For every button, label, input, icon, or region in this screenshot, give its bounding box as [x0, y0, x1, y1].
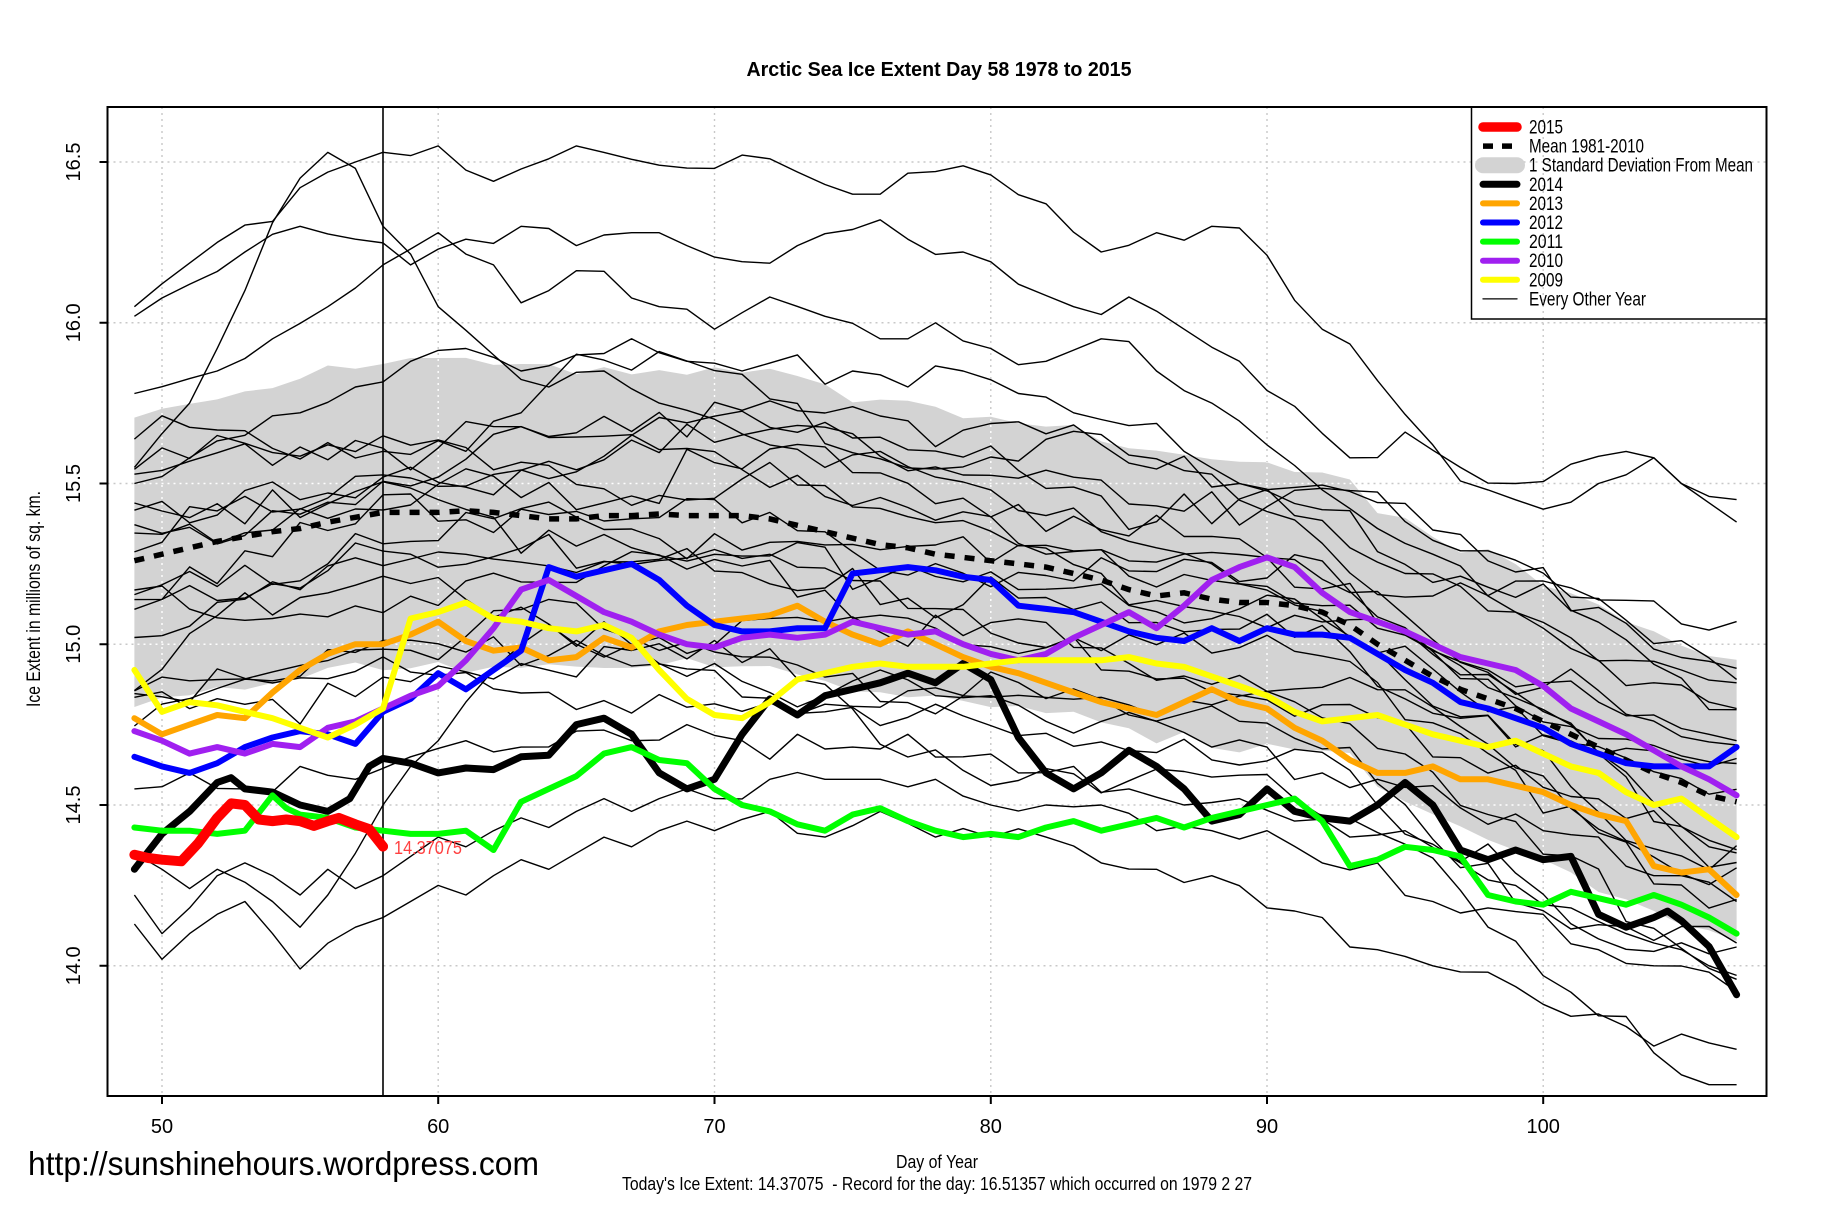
svg-text:100: 100 [1527, 1116, 1560, 1138]
svg-text:2010: 2010 [1529, 251, 1563, 272]
svg-text:Today's Ice Extent: 14.37075: Today's Ice Extent: 14.37075 - Record fo… [622, 1174, 1252, 1194]
svg-text:Arctic Sea Ice Extent Day 58 1: Arctic Sea Ice Extent Day 58 1978 to 201… [747, 59, 1132, 81]
svg-text:2015: 2015 [1529, 118, 1563, 139]
svg-text:90: 90 [1256, 1116, 1278, 1138]
svg-text:15.0: 15.0 [63, 625, 85, 664]
svg-text:70: 70 [703, 1116, 725, 1138]
svg-text:Every Other Year: Every Other Year [1529, 289, 1647, 310]
svg-text:2012: 2012 [1529, 213, 1563, 234]
svg-text:2013: 2013 [1529, 194, 1563, 215]
svg-text:14.0: 14.0 [63, 946, 85, 985]
svg-text:1 Standard Deviation From Mean: 1 Standard Deviation From Mean [1529, 156, 1753, 177]
svg-text:50: 50 [151, 1116, 173, 1138]
svg-text:http://sunshinehours.wordpress: http://sunshinehours.wordpress.com [28, 1145, 539, 1182]
svg-text:16.5: 16.5 [63, 143, 85, 182]
svg-text:14.37075: 14.37075 [394, 838, 462, 858]
svg-text:Ice Extent in millions of sq.: Ice Extent in millions of sq. km. [24, 491, 45, 707]
svg-text:80: 80 [980, 1116, 1002, 1138]
svg-text:16.0: 16.0 [63, 303, 85, 342]
svg-text:Day of Year: Day of Year [896, 1152, 978, 1172]
svg-text:60: 60 [427, 1116, 449, 1138]
svg-text:2011: 2011 [1529, 232, 1563, 253]
svg-text:14.5: 14.5 [63, 786, 85, 825]
svg-text:Mean 1981-2010: Mean 1981-2010 [1529, 137, 1644, 158]
svg-text:2009: 2009 [1529, 270, 1563, 291]
svg-text:2014: 2014 [1529, 175, 1563, 196]
svg-text:15.5: 15.5 [63, 464, 85, 503]
